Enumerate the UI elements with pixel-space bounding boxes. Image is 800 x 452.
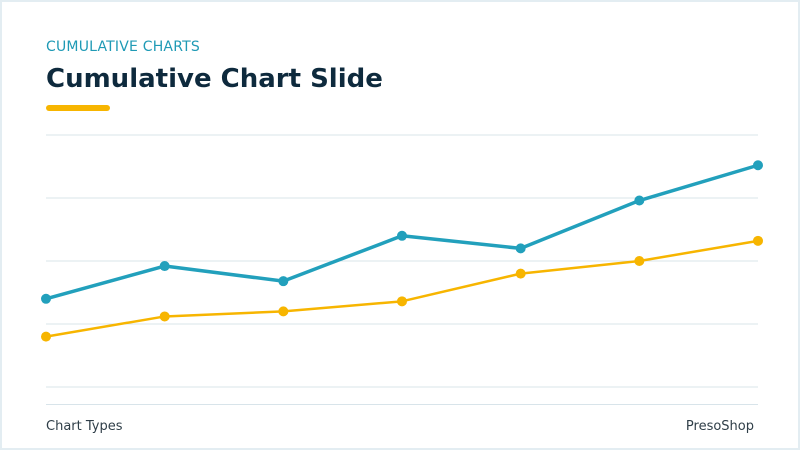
series-2-point-7 bbox=[753, 235, 763, 246]
series-1-point-1 bbox=[41, 293, 51, 304]
series-2-point-2 bbox=[159, 311, 170, 322]
slide-kicker: CUMULATIVE CHARTS bbox=[46, 39, 200, 55]
footer-left-label: Chart Types bbox=[46, 419, 123, 434]
footer-brand: PresoShop bbox=[685, 419, 754, 434]
series-2-point-4 bbox=[397, 296, 407, 307]
slide-title: Cumulative Chart Slide bbox=[46, 64, 383, 94]
series-1-point-4 bbox=[397, 230, 407, 241]
series-1-point-7 bbox=[753, 160, 763, 171]
title-accent-bar bbox=[46, 105, 110, 111]
series-2-point-5 bbox=[515, 268, 526, 279]
series-1-point-5 bbox=[515, 243, 526, 254]
series-line-2 bbox=[45, 239, 759, 338]
footer-divider bbox=[46, 404, 758, 405]
series-2-point-1 bbox=[41, 331, 51, 342]
series-2-point-3 bbox=[278, 306, 289, 317]
series-1-point-6 bbox=[634, 195, 645, 206]
series-2-point-6 bbox=[634, 256, 645, 266]
series-1-point-3 bbox=[278, 276, 289, 287]
series-1-point-2 bbox=[159, 261, 170, 272]
